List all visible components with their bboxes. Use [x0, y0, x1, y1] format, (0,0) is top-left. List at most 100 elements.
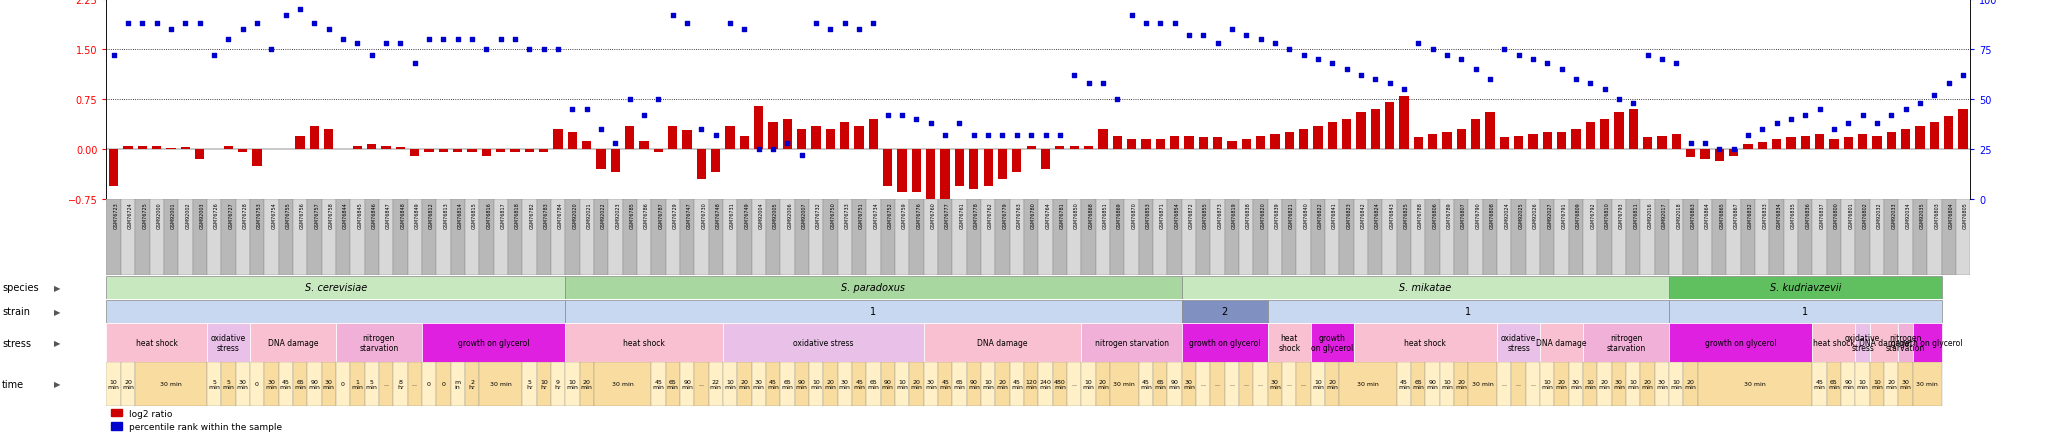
Bar [809, 362, 823, 406]
Text: 10
min: 10 min [725, 379, 735, 389]
Bar [565, 323, 723, 362]
Bar [1583, 200, 1597, 276]
Text: GSM76839: GSM76839 [1274, 202, 1280, 228]
Text: nitrogen
starvation: nitrogen starvation [1606, 333, 1647, 352]
Bar [508, 200, 522, 276]
Point [1831, 120, 1864, 127]
Bar [637, 200, 651, 276]
Text: 10
hr: 10 hr [541, 379, 547, 389]
Point [1905, 100, 1937, 107]
Text: 65
min: 65 min [868, 379, 879, 389]
Bar [135, 362, 207, 406]
Bar [838, 200, 852, 276]
Bar [1155, 140, 1165, 150]
Bar [1282, 362, 1296, 406]
Bar [1069, 146, 1079, 150]
Bar [1526, 200, 1540, 276]
Text: GSM76789: GSM76789 [1446, 202, 1452, 228]
Point [1860, 120, 1892, 127]
Bar [1270, 135, 1280, 150]
Bar [883, 150, 893, 186]
Point [713, 20, 745, 27]
Bar [1511, 362, 1526, 406]
Bar [1626, 362, 1640, 406]
Text: 10
min: 10 min [1585, 379, 1595, 389]
Bar [479, 200, 494, 276]
Bar [709, 200, 723, 276]
Point [1516, 56, 1550, 63]
Text: GSM76836: GSM76836 [1806, 202, 1810, 229]
Bar [780, 200, 795, 276]
Point [698, 132, 733, 139]
Point [1059, 72, 1092, 79]
Text: GSM76785: GSM76785 [631, 202, 635, 229]
Bar [1540, 362, 1554, 406]
Text: 20
min: 20 min [825, 379, 836, 389]
Text: GSM76783: GSM76783 [545, 202, 549, 229]
Bar [1470, 120, 1481, 150]
Text: GSM92022: GSM92022 [602, 202, 606, 228]
Bar [1325, 200, 1339, 276]
Bar [1858, 135, 1868, 150]
Point [557, 106, 590, 113]
Bar [711, 150, 721, 173]
Bar [494, 200, 508, 276]
Bar [510, 150, 520, 153]
Bar [567, 133, 578, 150]
Text: GSM76841: GSM76841 [1333, 202, 1337, 229]
Bar [1829, 140, 1839, 150]
Bar [1110, 362, 1139, 406]
Text: ▶: ▶ [53, 380, 61, 388]
Bar [1786, 138, 1796, 150]
Bar [1026, 146, 1036, 150]
Bar [1669, 300, 1942, 323]
Bar [1356, 113, 1366, 150]
Bar [580, 200, 594, 276]
Text: 1
min: 1 min [352, 379, 362, 389]
Bar [1640, 362, 1655, 406]
Text: 45
min: 45 min [653, 379, 664, 389]
Bar [551, 200, 565, 276]
Bar [106, 200, 121, 276]
Text: GSM76733: GSM76733 [844, 202, 850, 229]
Text: 30 min: 30 min [1114, 381, 1135, 387]
Bar [467, 150, 477, 153]
Bar [106, 276, 565, 299]
Text: GSM76751: GSM76751 [860, 202, 864, 229]
Bar [911, 150, 922, 193]
Bar [250, 200, 264, 276]
Bar [1511, 200, 1526, 276]
Point [528, 46, 561, 53]
Text: stress: stress [2, 338, 31, 348]
Bar [1354, 323, 1497, 362]
Bar [694, 200, 709, 276]
Bar [1055, 146, 1065, 150]
Point [1733, 132, 1765, 139]
Text: GSM76847: GSM76847 [385, 202, 391, 229]
Text: GSM76759: GSM76759 [901, 202, 907, 228]
Bar [768, 123, 778, 150]
Point [197, 53, 231, 59]
Bar [1167, 200, 1182, 276]
Point [872, 112, 905, 119]
Text: GSM76818: GSM76818 [516, 202, 520, 229]
Text: 45
min: 45 min [1141, 379, 1151, 389]
Point [1933, 80, 1966, 87]
Text: GSM76848: GSM76848 [401, 202, 406, 229]
Point [1946, 72, 1978, 79]
Text: 65
min: 65 min [1413, 379, 1423, 389]
Point [1774, 116, 1808, 123]
Text: GSM76762: GSM76762 [987, 202, 993, 229]
Bar [1815, 135, 1825, 150]
Bar [1442, 133, 1452, 150]
Text: GSM76813: GSM76813 [442, 202, 449, 229]
Point [1331, 66, 1364, 73]
Text: 30
min: 30 min [1657, 379, 1667, 389]
Bar [924, 362, 938, 406]
Bar [393, 362, 408, 406]
Point [1688, 140, 1720, 147]
Bar [1870, 200, 1884, 276]
Bar [1901, 130, 1911, 150]
Text: DNA damage: DNA damage [1536, 339, 1587, 347]
Bar [180, 148, 190, 150]
